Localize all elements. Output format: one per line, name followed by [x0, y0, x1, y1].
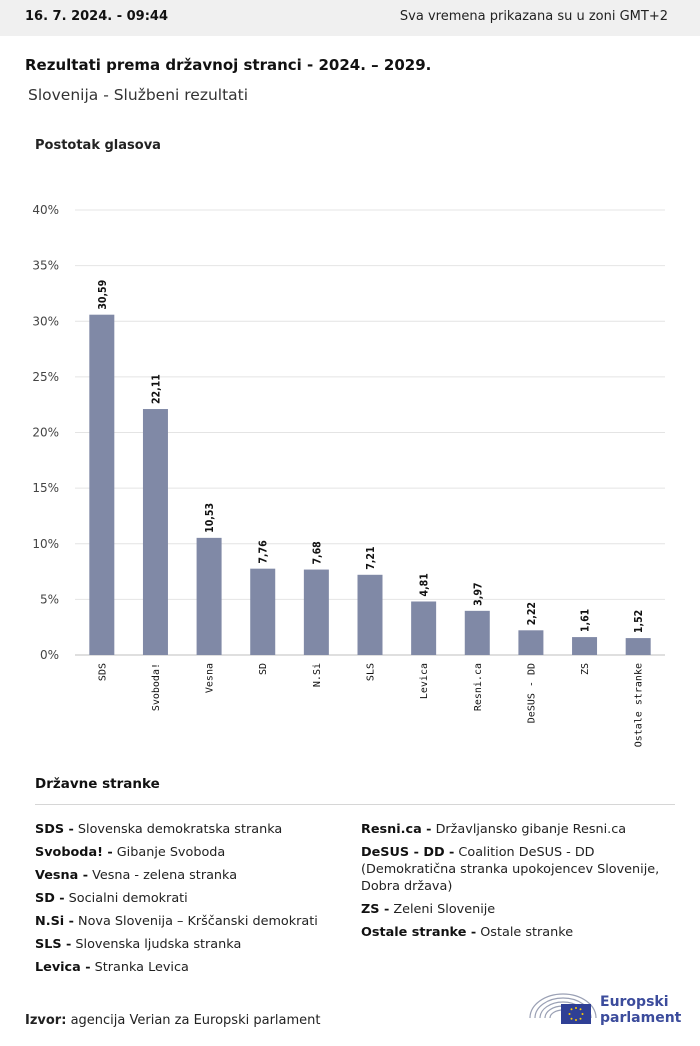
legend-item: ZS - Zeleni Slovenije	[361, 901, 661, 918]
bar-value-label: 7,21	[365, 546, 377, 569]
legend-title: Državne stranke	[35, 776, 160, 792]
bar-value-label: 22,11	[150, 374, 162, 404]
legend-abbr: SD -	[35, 891, 65, 906]
x-tick-label: Ostale stranke	[634, 663, 645, 747]
legend-name: Ostale stranke	[476, 925, 574, 940]
y-tick-label: 15%	[32, 481, 59, 495]
timestamp: 16. 7. 2024. - 09:44	[25, 9, 169, 24]
page-title: Rezultati prema državnoj stranci - 2024.…	[25, 56, 432, 74]
bar-value-label: 30,59	[97, 280, 109, 310]
legend-column-left: SDS - Slovenska demokratska stranka Svobo…	[35, 821, 345, 982]
page-subtitle: Slovenija - Službeni rezultati	[28, 86, 249, 104]
legend-abbr: SDS -	[35, 822, 74, 837]
logo-line-2: parlament	[600, 1010, 682, 1026]
bar-value-label: 1,52	[633, 610, 645, 633]
source-text: agencija Verian za Europski parlament	[70, 1013, 321, 1028]
legend-item: SDS - Slovenska demokratska stranka	[35, 821, 345, 838]
legend-abbr: Ostale stranke -	[361, 925, 477, 940]
bar	[518, 630, 544, 655]
legend-abbr: ZS -	[361, 902, 390, 917]
legend-abbr: Resni.ca -	[361, 822, 432, 837]
bar	[303, 569, 329, 655]
legend-item: Ostale stranke - Ostale stranke	[361, 924, 661, 941]
legend-name: Nova Slovenija – Krščanski demokrati	[73, 914, 318, 929]
legend-name: Socialni demokrati	[64, 891, 188, 906]
bar	[464, 610, 490, 655]
legend-name: Coalition DeSUS - DD (Demokratična stran…	[361, 845, 660, 894]
legend-abbr: Svoboda! -	[35, 845, 113, 860]
bar-value-label: 7,68	[311, 541, 323, 564]
timezone-note: Sva vremena prikazana su u zoni GMT+2	[399, 9, 668, 24]
bar-value-label: 7,76	[258, 540, 270, 564]
x-tick-label: SD	[258, 663, 269, 675]
y-tick-label: 20%	[32, 426, 59, 440]
x-tick-label: SLS	[366, 663, 377, 681]
bar-value-label: 3,97	[472, 583, 484, 606]
y-tick-label: 40%	[32, 203, 59, 217]
legend-abbr: Vesna -	[35, 868, 89, 883]
y-tick-label: 35%	[32, 259, 59, 273]
x-tick-label: Levica	[419, 663, 430, 699]
bar	[250, 568, 276, 655]
legend-divider	[35, 804, 675, 805]
bar-value-label: 2,22	[526, 602, 538, 625]
x-tick-label: N.Si	[312, 663, 323, 687]
logo-line-1: Europski	[600, 994, 669, 1010]
legend-item: DeSUS - DD - Coalition DeSUS - DD (Demok…	[361, 844, 661, 895]
legend-name: Slovenska demokratska stranka	[73, 822, 283, 837]
legend-item: SD - Socialni demokrati	[35, 890, 345, 907]
x-tick-label: ZS	[580, 663, 591, 675]
bar	[411, 601, 437, 655]
x-tick-label: DeSUS - DD	[526, 663, 537, 723]
legend-name: Stranka Levica	[90, 960, 189, 975]
bar	[89, 314, 115, 655]
y-tick-label: 10%	[32, 537, 59, 551]
y-tick-label: 5%	[40, 592, 59, 606]
x-tick-label: SDS	[97, 663, 108, 681]
bar	[625, 638, 651, 655]
bar-value-label: 10,53	[204, 503, 216, 533]
legend-item: SLS - Slovenska ljudska stranka	[35, 936, 345, 953]
x-tick-label: Vesna	[205, 663, 216, 693]
x-tick-label: Resni.ca	[473, 663, 484, 711]
legend-name: Državljansko gibanje Resni.ca	[431, 822, 627, 837]
european-parliament-logo-icon	[529, 993, 597, 1024]
top-bar: 16. 7. 2024. - 09:44 Sva vremena prikaza…	[0, 0, 700, 36]
y-tick-label: 25%	[32, 370, 59, 384]
bar	[357, 574, 383, 655]
legend-abbr: Levica -	[35, 960, 91, 975]
legend-name: Gibanje Svoboda	[112, 845, 226, 860]
legend-name: Zeleni Slovenije	[389, 902, 496, 917]
logo-wordmark: Europski parlament	[600, 994, 681, 1026]
source-note: Izvor: agencija Verian za Europski parla…	[25, 1013, 321, 1028]
y-tick-label: 0%	[40, 648, 59, 662]
legend-abbr: DeSUS - DD -	[361, 845, 455, 860]
bar-value-label: 1,61	[580, 609, 592, 632]
legend-abbr: SLS -	[35, 937, 72, 952]
legend-item: Svoboda! - Gibanje Svoboda	[35, 844, 345, 861]
legend-item: Resni.ca - Državljansko gibanje Resni.ca	[361, 821, 661, 838]
legend-name: Vesna - zelena stranka	[88, 868, 238, 883]
bar	[572, 637, 598, 655]
bar-chart: 0% 5% 10% 15% 20% 25% 30% 35% 40% 30,59 SDS 22,11 Sv…	[32, 203, 665, 747]
legend-abbr: N.Si -	[35, 914, 74, 929]
legend-item: Vesna - Vesna - zelena stranka	[35, 867, 345, 884]
bar	[196, 537, 222, 655]
legend-column-right: Resni.ca - Državljansko gibanje Resni.ca…	[361, 821, 661, 947]
legend-name: Slovenska ljudska stranka	[71, 937, 242, 952]
legend-item: N.Si - Nova Slovenija – Krščanski demokr…	[35, 913, 345, 930]
source-label: Izvor:	[25, 1013, 67, 1028]
bar	[142, 409, 168, 655]
y-axis-label: Postotak glasova	[35, 138, 161, 153]
x-tick-label: Svoboda!	[151, 663, 162, 711]
y-tick-label: 30%	[32, 314, 59, 328]
bar-value-label: 4,81	[419, 573, 431, 596]
legend-item: Levica - Stranka Levica	[35, 959, 345, 976]
